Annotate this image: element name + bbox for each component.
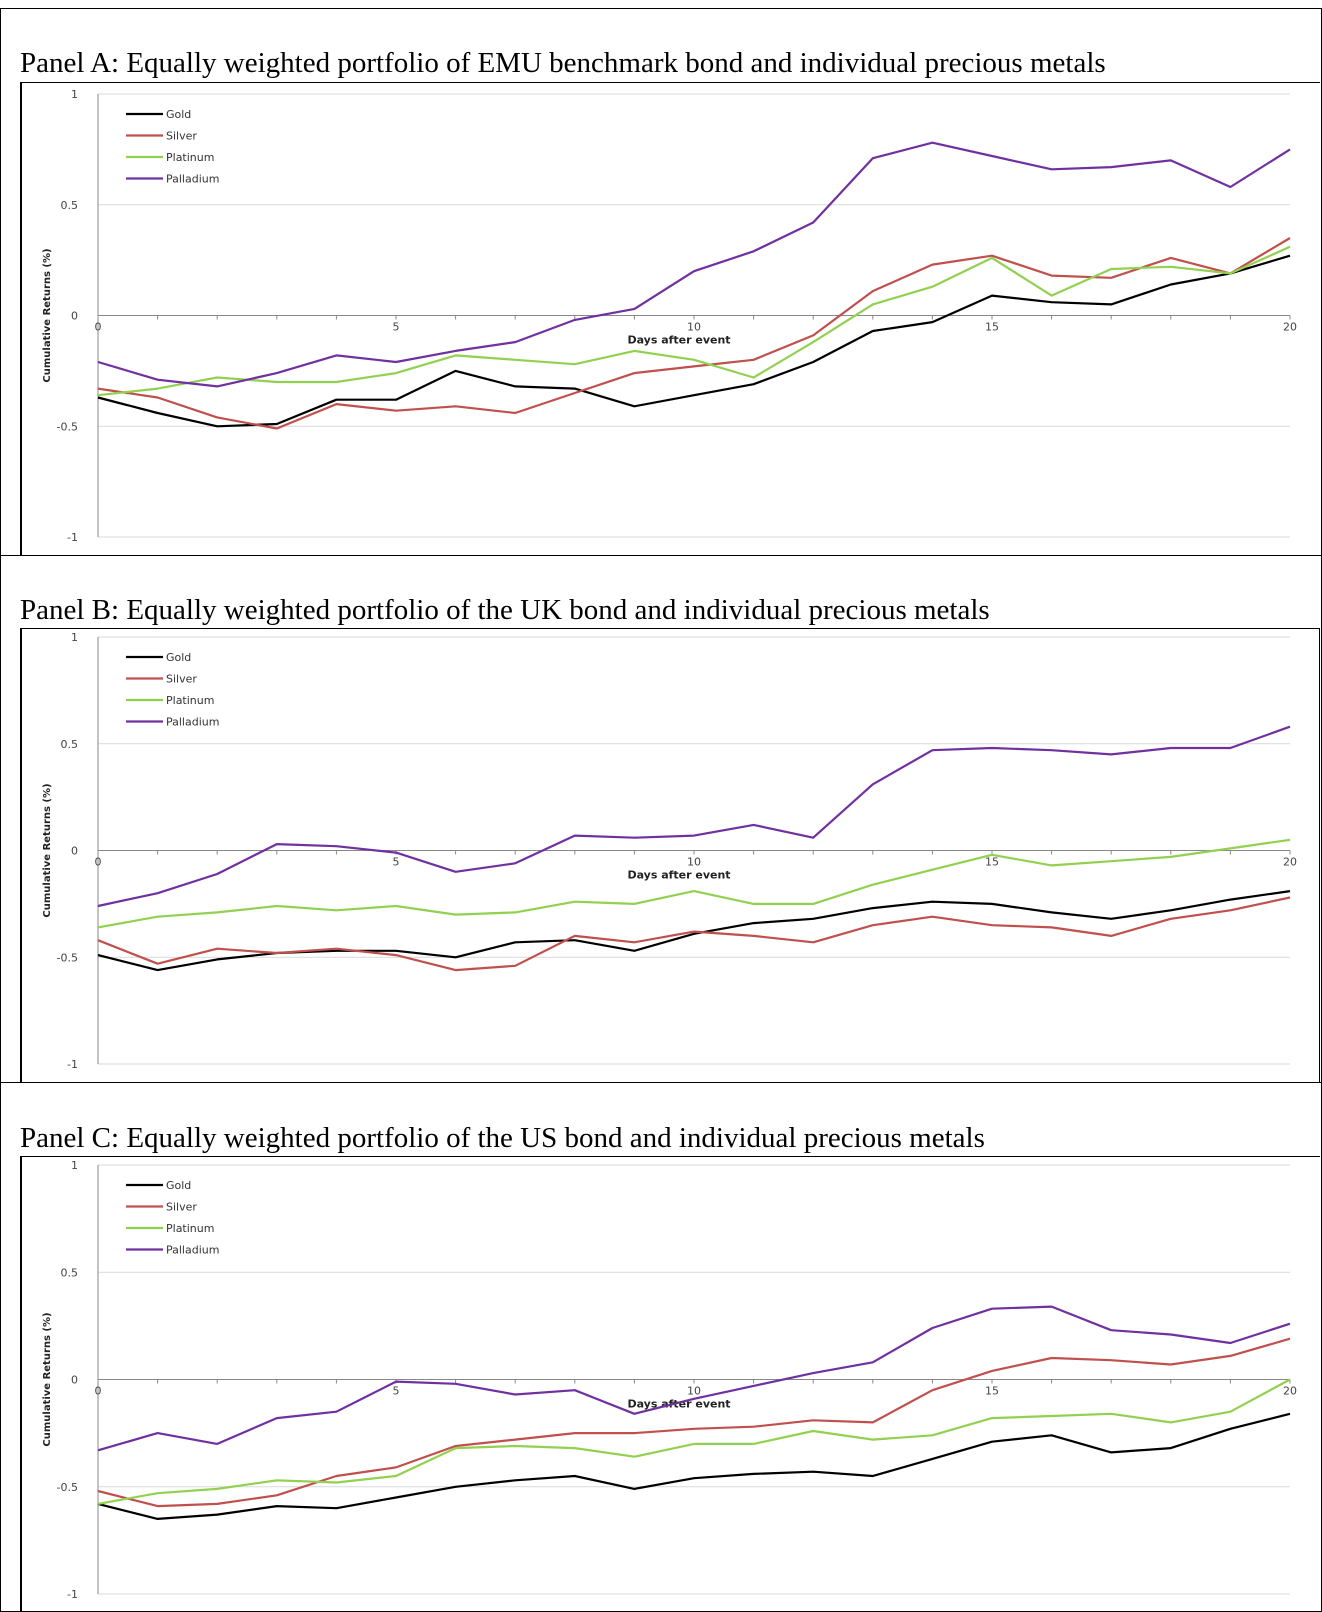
y-tick-label: -0.5 — [57, 1481, 78, 1494]
legend-label-platinum: Platinum — [166, 1222, 214, 1235]
x-tick-label: 15 — [985, 856, 999, 869]
legend-label-gold: Gold — [166, 108, 191, 121]
x-tick-label: 5 — [393, 1385, 400, 1398]
y-tick-label: 0 — [71, 845, 78, 858]
series-line-gold — [97, 1412, 1291, 1520]
x-tick-label: 10 — [687, 321, 701, 334]
y-tick-label: 1 — [71, 1159, 78, 1172]
panel-c-title: Panel C: Equally weighted portfolio of t… — [20, 1122, 985, 1154]
legend-label-gold: Gold — [166, 1179, 191, 1192]
y-tick-label: 0 — [71, 310, 78, 323]
panel-a-chart-box — [20, 82, 1320, 555]
series-line-silver — [97, 896, 1291, 972]
y-tick-label: 0.5 — [61, 1266, 79, 1279]
panel-b-chart: 1 0.5 0 -0.5 -1 0 5 10 15 20 Days after event Cumul… — [42, 631, 1297, 1071]
legend-label-platinum: Platinum — [166, 151, 214, 164]
panel-b-title: Panel B: Equally weighted portfolio of t… — [20, 594, 990, 626]
legend-label-palladium: Palladium — [166, 716, 219, 729]
legend-label-silver: Silver — [166, 673, 197, 686]
legend-label-palladium: Palladium — [166, 1244, 219, 1257]
x-tick-label: 0 — [95, 1385, 102, 1398]
series-line-platinum — [97, 838, 1291, 929]
x-tick-label: 15 — [985, 1385, 999, 1398]
x-tick-label: 5 — [393, 321, 400, 334]
panel-b-chart-box — [20, 628, 1320, 1082]
series-line-gold — [97, 254, 1291, 428]
legend-label-gold: Gold — [166, 651, 191, 664]
series-line-platinum — [97, 1378, 1291, 1505]
x-tick-label: 15 — [985, 321, 999, 334]
x-tick-label: 20 — [1283, 321, 1297, 334]
y-tick-label: -1 — [67, 1058, 78, 1071]
x-axis-label: Days after event — [627, 1398, 730, 1411]
legend-label-silver: Silver — [166, 130, 197, 143]
series-line-palladium — [97, 1305, 1291, 1452]
y-axis-label: Cumulative Returns (%) — [42, 248, 53, 382]
legend-label-platinum: Platinum — [166, 694, 214, 707]
panel-a-title: Panel A: Equally weighted portfolio of E… — [20, 47, 1106, 79]
x-tick-label: 5 — [393, 856, 400, 869]
series-line-palladium — [97, 141, 1291, 388]
legend-label-palladium: Palladium — [166, 173, 219, 186]
panel-divider-ab — [0, 555, 1322, 556]
x-tick-label: 10 — [687, 1385, 701, 1398]
y-axis-label: Cumulative Returns (%) — [42, 1312, 53, 1446]
y-tick-label: 0.5 — [61, 738, 79, 751]
y-axis-label: Cumulative Returns (%) — [42, 783, 53, 917]
y-tick-label: 1 — [71, 88, 78, 101]
panel-a-chart: 1 0.5 0 -0.5 -1 0 5 10 15 20 Days after event Cumul… — [42, 88, 1297, 544]
x-tick-label: 20 — [1283, 856, 1297, 869]
y-tick-label: -0.5 — [57, 951, 78, 964]
panel-c-chart-box — [20, 1156, 1320, 1612]
y-tick-label: 0.5 — [61, 199, 79, 212]
y-tick-label: -1 — [67, 531, 78, 544]
x-axis-label: Days after event — [627, 334, 730, 347]
series-line-palladium — [97, 725, 1291, 908]
legend-label-silver: Silver — [166, 1201, 197, 1214]
series-line-platinum — [97, 245, 1291, 397]
y-tick-label: 1 — [71, 631, 78, 644]
panel-divider-bc — [0, 1082, 1322, 1083]
y-tick-label: -1 — [67, 1588, 78, 1601]
y-tick-label: -0.5 — [57, 420, 78, 433]
panel-c-chart: 1 0.5 0 -0.5 -1 0 5 10 15 20 Days after event Cumul… — [42, 1159, 1297, 1601]
x-tick-label: 20 — [1283, 1385, 1297, 1398]
x-tick-label: 0 — [95, 856, 102, 869]
x-axis-label: Days after event — [627, 869, 730, 882]
x-tick-label: 10 — [687, 856, 701, 869]
x-tick-label: 0 — [95, 321, 102, 334]
series-line-silver — [97, 1337, 1291, 1508]
y-tick-label: 0 — [71, 1374, 78, 1387]
